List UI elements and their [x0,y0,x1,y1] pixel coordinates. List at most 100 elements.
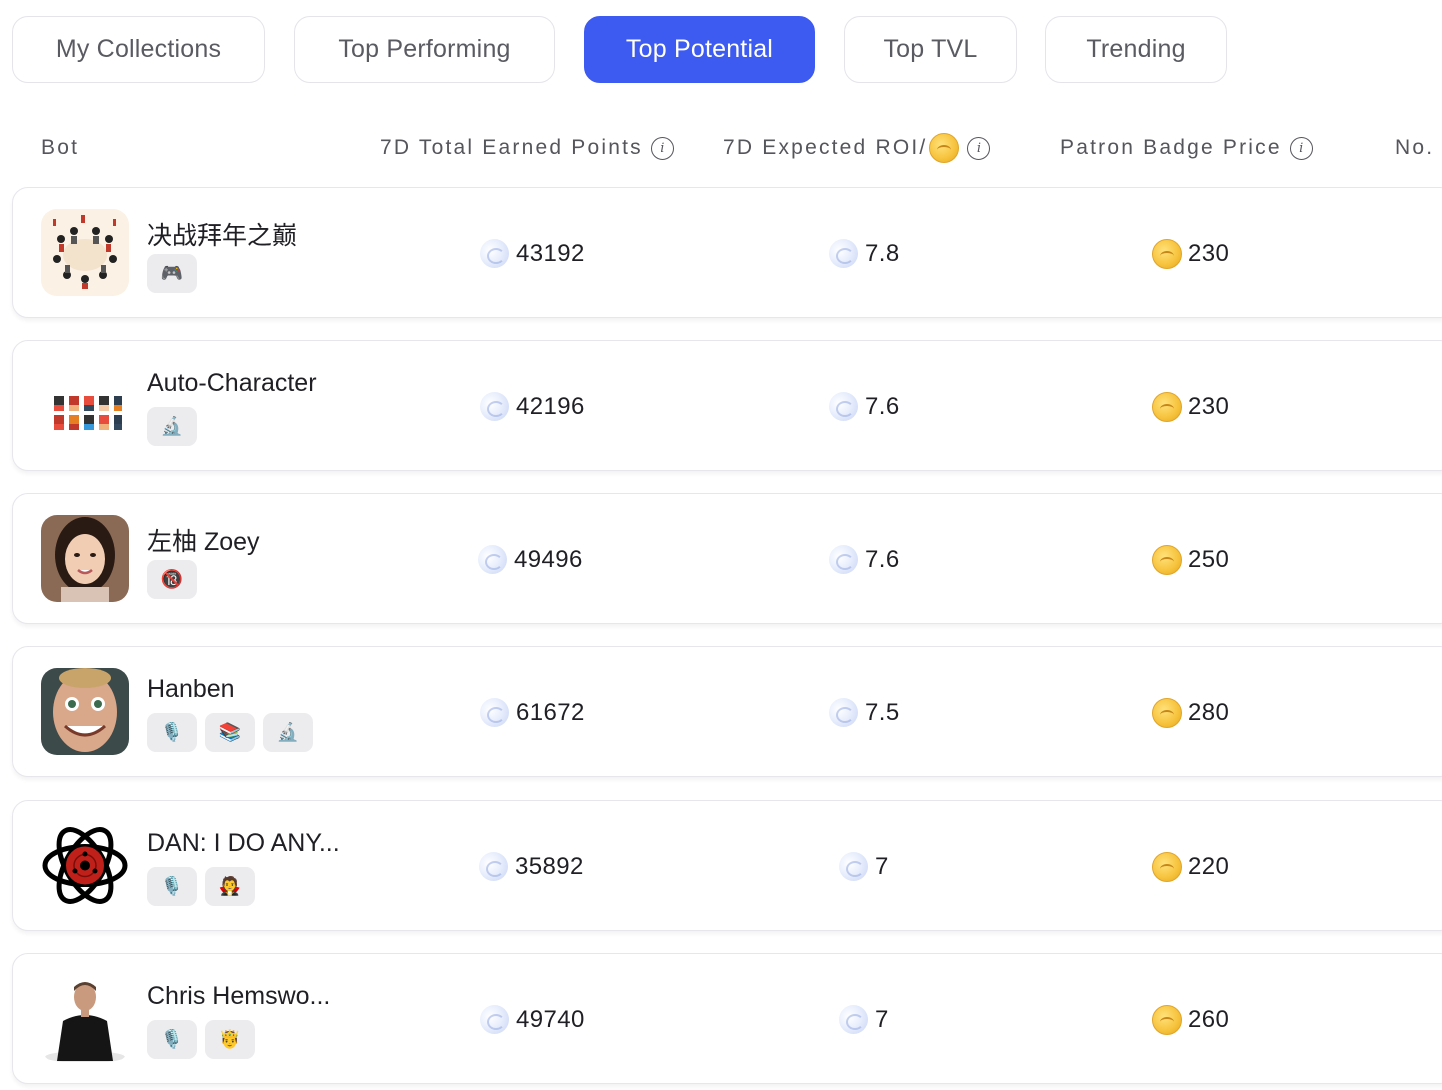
tag-list: 🎮 [147,254,197,293]
roi-cell: 7.6 [829,494,900,625]
group-illustration-avatar [41,209,129,296]
earned-points-value: 42196 [516,392,585,420]
earned-points-value: 49740 [516,1005,585,1033]
tab-my-collections[interactable]: My Collections [12,16,265,83]
point-icon [839,852,868,881]
point-icon [829,545,858,574]
roi-value: 7.6 [865,392,900,420]
badge-price-value: 260 [1188,1005,1230,1033]
column-header-badge-price-label: Patron Badge Price [1060,136,1282,159]
point-icon [480,1005,509,1034]
point-icon [839,1005,868,1034]
badge-price-value: 220 [1188,852,1230,880]
table-row[interactable]: 左柚 Zoey 🔞 49496 7.6 250 [12,493,1442,624]
man-suit-avatar [41,975,129,1062]
tab-top-performing[interactable]: Top Performing [294,16,555,83]
sharingan-logo-avatar [41,822,129,909]
tab-top-potential[interactable]: Top Potential [584,16,815,83]
badge-price-cell: 230 [1152,188,1229,319]
tag-list: 🔬 [147,407,197,446]
bot-name: 左柚 Zoey [147,528,260,556]
badge-price-cell: 260 [1152,954,1229,1085]
point-icon [480,239,509,268]
microscope-icon: 🔬 [263,713,313,752]
vampire-icon: 🧛 [205,867,255,906]
roi-value: 7 [875,852,889,880]
roi-cell: 7 [839,801,889,932]
bot-name: Chris Hemswo... [147,982,331,1010]
table-row[interactable]: Auto-Character 🔬 42196 7.6 230 [12,340,1442,471]
coin-icon [1152,697,1182,728]
coin-icon [1152,238,1182,269]
info-icon[interactable]: i [1289,136,1313,160]
point-icon [829,698,858,727]
roi-cell: 7 [839,954,889,1085]
bot-name: Hanben [147,675,235,703]
microphone-icon: 🎙️ [147,1020,197,1059]
point-icon [480,392,509,421]
no-under-18-icon: 🔞 [147,560,197,599]
point-icon [480,698,509,727]
point-icon [829,392,858,421]
bot-name: Auto-Character [147,369,317,397]
badge-price-value: 250 [1188,545,1230,573]
roi-cell: 7.5 [829,647,900,778]
table-row[interactable]: 决战拜年之巅 🎮 43192 7.8 230 [12,187,1442,318]
earned-points-cell: 49740 [480,954,585,1085]
roi-value: 7.8 [865,239,900,267]
badge-price-value: 230 [1188,392,1230,420]
column-header-earned-points[interactable]: 7D Total Earned Points i [380,132,674,164]
bot-name: 决战拜年之巅 [147,222,298,250]
column-header-badge-price[interactable]: Patron Badge Price i [1060,132,1313,164]
column-header-bot[interactable]: Bot [41,132,79,164]
earned-points-cell: 61672 [480,647,585,778]
microphone-icon: 🎙️ [147,867,197,906]
badge-price-cell: 220 [1152,801,1229,932]
column-header-roi-label: 7D Expected ROI/ [723,136,928,159]
badge-price-value: 280 [1188,698,1230,726]
bot-name: DAN: I DO ANY... [147,829,340,857]
roi-cell: 7.6 [829,341,900,472]
tag-list: 🎙️ 🤴 [147,1020,255,1059]
coin-icon [1152,1004,1182,1035]
column-header-earned-points-label: 7D Total Earned Points [380,136,643,159]
microphone-icon: 🎙️ [147,713,197,752]
roi-value: 7.5 [865,698,900,726]
tag-list: 🎙️ 🧛 [147,867,255,906]
earned-points-value: 35892 [515,852,584,880]
man-face-avatar [41,668,129,755]
tab-trending[interactable]: Trending [1045,16,1227,83]
roi-value: 7.6 [865,545,900,573]
tab-bar: My Collections Top Performing Top Potent… [12,16,1442,83]
prince-icon: 🤴 [205,1020,255,1059]
badge-price-cell: 230 [1152,341,1229,472]
coin-icon [929,133,960,163]
info-icon[interactable]: i [650,136,674,160]
gamepad-icon: 🎮 [147,254,197,293]
earned-points-value: 61672 [516,698,585,726]
table-row[interactable]: DAN: I DO ANY... 🎙️ 🧛 35892 7 220 [12,800,1442,931]
roi-cell: 7.8 [829,188,900,319]
woman-portrait-avatar [41,515,129,602]
badge-price-cell: 250 [1152,494,1229,625]
earned-points-cell: 35892 [479,801,584,932]
table-row[interactable]: Hanben 🎙️ 📚 🔬 61672 7.5 280 [12,646,1442,777]
point-icon [829,239,858,268]
info-icon[interactable]: i [967,136,991,160]
table-header: Bot 7D Total Earned Points i 7D Expected… [0,132,1442,164]
microscope-icon: 🔬 [147,407,197,446]
tab-top-tvl[interactable]: Top TVL [844,16,1017,83]
earned-points-value: 49496 [514,545,583,573]
column-header-roi[interactable]: 7D Expected ROI/ i [723,132,991,164]
coin-icon [1152,851,1182,882]
tag-list: 🔞 [147,560,197,599]
coin-icon [1152,391,1182,422]
tag-list: 🎙️ 📚 🔬 [147,713,313,752]
column-header-number[interactable]: No. [1395,132,1434,164]
pixel-characters-avatar [41,362,129,449]
point-icon [478,545,507,574]
earned-points-cell: 49496 [478,494,583,625]
table-row[interactable]: Chris Hemswo... 🎙️ 🤴 49740 7 260 [12,953,1442,1084]
books-icon: 📚 [205,713,255,752]
badge-price-value: 230 [1188,239,1230,267]
